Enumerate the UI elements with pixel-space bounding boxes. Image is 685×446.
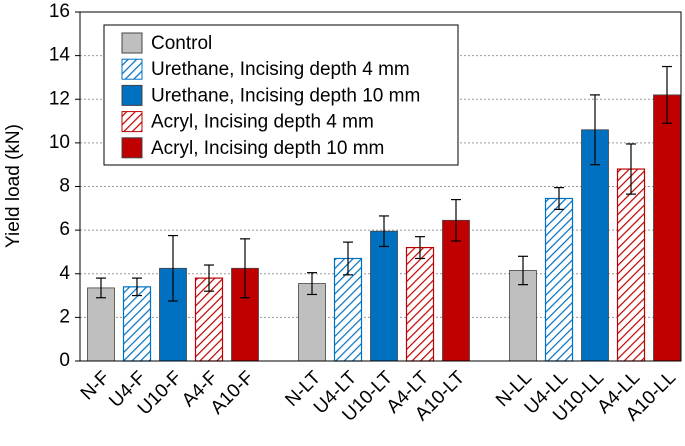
y-tick-label: 10: [49, 132, 70, 153]
legend-swatch: [121, 137, 143, 159]
legend-swatch: [121, 84, 143, 106]
legend-label: Control: [151, 33, 212, 54]
plot-frame: [79, 11, 682, 362]
y-axis-label: Yield load (kN): [3, 124, 24, 248]
legend-label: Urethane, Incising depth 4 mm: [151, 59, 410, 80]
legend: Control Urethane, Incising depth 4 mm Uret…: [103, 24, 459, 166]
legend-label: Acryl, Incising depth 4 mm: [151, 112, 374, 133]
bar: [333, 257, 363, 362]
legend-label: Acryl, Incising depth 10 mm: [151, 138, 384, 159]
legend-swatch: [121, 58, 143, 80]
y-tick-label: 2: [59, 306, 70, 327]
legend-box: [103, 24, 459, 166]
bar: [370, 230, 398, 362]
bar: [616, 168, 646, 362]
bar: [87, 287, 115, 362]
legend-swatch: [121, 111, 143, 133]
y-tick-label: 16: [49, 1, 70, 22]
bar: [581, 129, 609, 362]
bar: [194, 277, 224, 362]
bar: [653, 94, 681, 362]
legend-label: Urethane, Incising depth 10 mm: [151, 85, 420, 106]
y-tick-label: 0: [59, 350, 70, 371]
bar: [509, 270, 537, 362]
y-tick-label: 4: [59, 263, 70, 284]
bar: [298, 283, 326, 362]
bar: [405, 246, 435, 362]
y-tick-label: 8: [59, 176, 70, 197]
bar: [122, 286, 152, 362]
bar: [544, 197, 574, 362]
legend-swatch: [121, 32, 143, 54]
y-tick-label: 12: [49, 88, 70, 109]
y-tick-label: 14: [49, 45, 71, 66]
bar: [442, 219, 470, 362]
y-tick-label: 6: [59, 219, 70, 240]
